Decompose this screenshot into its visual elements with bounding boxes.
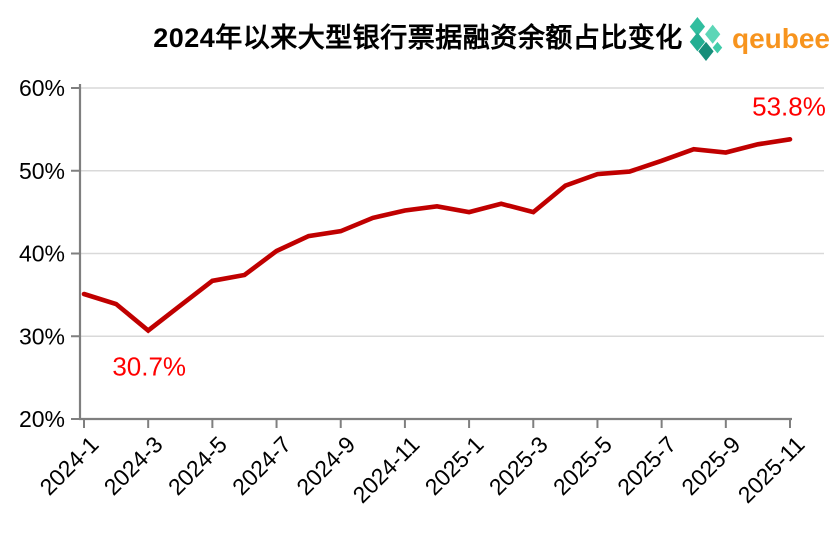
page-title: 2024年以来大型银行票据融资余额占比变化 — [153, 23, 683, 53]
y-tick-label: 60% — [19, 75, 65, 101]
x-tick-label: 2025-1 — [420, 431, 489, 500]
x-tick-label: 2025-3 — [484, 431, 553, 500]
y-tick-label: 50% — [19, 158, 65, 184]
y-tick-label: 30% — [19, 323, 65, 349]
x-tick-label: 2024-11 — [348, 431, 425, 508]
qeubee-logo: qeubee — [685, 14, 830, 64]
x-tick-label: 2024-3 — [99, 431, 168, 500]
x-tick-label: 2024-5 — [163, 431, 232, 500]
x-tick-label: 2025-7 — [612, 431, 681, 500]
qeubee-logo-text: qeubee — [731, 23, 830, 54]
x-tick-label: 2025-11 — [733, 431, 810, 508]
x-tick-label: 2025-5 — [548, 431, 617, 500]
x-tick-label: 2024-7 — [227, 431, 296, 500]
x-tick-label: 2024-1 — [35, 431, 104, 500]
annotation-label: 30.7% — [112, 351, 186, 381]
y-tick-label: 20% — [19, 406, 65, 432]
series-line — [81, 137, 793, 334]
y-tick-label: 40% — [19, 241, 65, 267]
annotation-label: 53.8% — [752, 91, 826, 121]
qeubee-logo-icon — [689, 17, 723, 61]
